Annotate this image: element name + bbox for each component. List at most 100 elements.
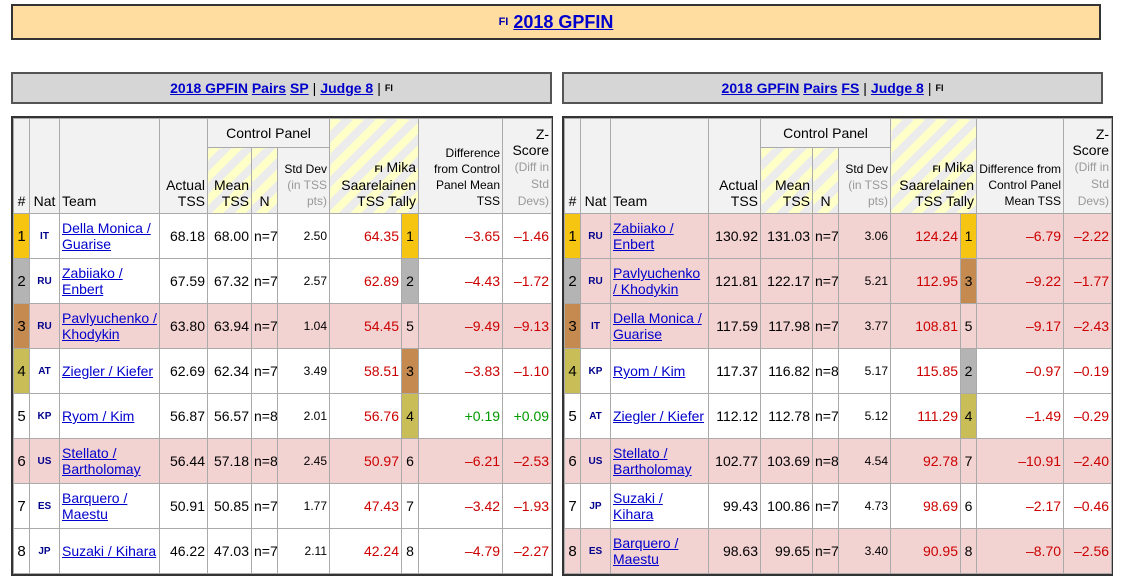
actual-tss-cell: 46.22 — [159, 528, 208, 574]
col-n: N — [812, 147, 839, 214]
n-cell: n=7 — [251, 348, 278, 394]
event-link[interactable]: 2018 GPFIN — [721, 80, 800, 96]
judge-tss-cell: 62.89 — [329, 258, 403, 304]
nat-cell: RU — [29, 303, 60, 349]
sp-rows: 1 IT Della Monica / Guarise 68.18 68.00 n=7 2.… — [13, 213, 553, 574]
difference-cell: –2.17 — [976, 483, 1065, 529]
category-link[interactable]: Pairs — [251, 80, 287, 96]
std-dev-cell: 4.73 — [837, 483, 892, 529]
team-link[interactable]: Suzaki / Kihara — [613, 490, 663, 522]
judge-rank-cell: 7 — [960, 438, 978, 484]
nat-cell: RU — [580, 213, 611, 259]
judge-tss-cell: 90.95 — [890, 528, 962, 574]
table-row: 3 IT Della Monica / Guarise 117.59 117.98 n=7… — [564, 303, 1113, 349]
mean-tss-cell: 122.17 — [760, 258, 813, 304]
col-control-panel: Control Panel — [206, 118, 331, 148]
nat-cell: KP — [580, 348, 611, 394]
team-cell: Ziegler / Kiefer — [610, 393, 709, 439]
zscore-label: Z-Score — [1072, 126, 1110, 158]
rank-cell: 3 — [564, 303, 581, 349]
judge-rank-cell: 5 — [401, 303, 420, 349]
nat-cell: AT — [29, 348, 60, 394]
event-title-link[interactable]: 2018 GPFIN — [513, 11, 614, 32]
team-link[interactable]: Ryom / Kim — [613, 363, 686, 379]
mean-tss-cell: 112.78 — [760, 393, 813, 439]
rank-cell: 4 — [564, 348, 581, 394]
judge-rank-cell: 3 — [960, 258, 978, 304]
n-cell: n=7 — [251, 528, 278, 574]
team-link[interactable]: Suzaki / Kihara — [62, 543, 157, 559]
team-link[interactable]: Pavlyuchenko / Khodykin — [613, 265, 701, 297]
col-n: N — [251, 147, 278, 214]
rank-cell: 5 — [564, 393, 581, 439]
team-link[interactable]: Stellato / Bartholomay — [62, 445, 141, 477]
table-row: 7 JP Suzaki / Kihara 99.43 100.86 n=7 4.73 98.6… — [564, 483, 1113, 529]
team-link[interactable]: Barquero / Maestu — [62, 490, 128, 522]
team-link[interactable]: Della Monica / Guarise — [62, 220, 151, 252]
n-cell: n=7 — [812, 528, 839, 574]
mean-tss-cell: 56.57 — [207, 393, 252, 439]
team-link[interactable]: Pavlyuchenko / Khodykin — [62, 310, 157, 342]
rank-cell: 6 — [13, 438, 30, 484]
sp-section-header: 2018 GPFIN Pairs SP | Judge 8 | FI — [11, 72, 552, 104]
difference-cell: –1.49 — [976, 393, 1065, 439]
mean-tss-cell: 50.85 — [207, 483, 252, 529]
rank-cell: 1 — [13, 213, 30, 259]
team-cell: Ziegler / Kiefer — [59, 348, 160, 394]
team-link[interactable]: Zabiiako / Enbert — [62, 265, 123, 297]
team-cell: Della Monica / Guarise — [610, 303, 709, 349]
team-link[interactable]: Zabiiako / Enbert — [613, 220, 674, 252]
rank-cell: 1 — [564, 213, 581, 259]
std-dev-cell: 3.77 — [837, 303, 892, 349]
sp-results-table: # Nat Team Actual TSS Control Panel FI M… — [13, 118, 553, 574]
judge-tss-cell: 112.95 — [890, 258, 962, 304]
table-row: 1 IT Della Monica / Guarise 68.18 68.00 n=7 2.… — [13, 213, 553, 259]
actual-tss-cell: 50.91 — [159, 483, 208, 529]
judge-link[interactable]: Judge 8 — [320, 80, 374, 96]
difference-cell: –9.49 — [418, 303, 504, 349]
flag-icon: FI — [374, 164, 383, 174]
difference-cell: –8.70 — [976, 528, 1065, 574]
std-dev-cell: 2.50 — [276, 213, 331, 259]
col-difference: Difference from Control Panel Mean TSS — [976, 118, 1065, 214]
difference-cell: –10.91 — [976, 438, 1065, 484]
actual-tss-cell: 117.59 — [708, 303, 761, 349]
judge-link[interactable]: Judge 8 — [870, 80, 924, 96]
segment-link[interactable]: SP — [289, 80, 309, 96]
judge-tss-cell: 56.76 — [329, 393, 403, 439]
judge-tss-cell: 111.29 — [890, 393, 962, 439]
judge-rank-cell: 1 — [401, 213, 420, 259]
separator: | — [377, 80, 381, 96]
team-link[interactable]: Della Monica / Guarise — [613, 310, 702, 342]
col-rank: # — [13, 118, 30, 214]
actual-tss-cell: 102.77 — [708, 438, 761, 484]
team-link[interactable]: Ryom / Kim — [62, 408, 135, 424]
table-row: 2 RU Zabiiako / Enbert 67.59 67.32 n=7 2.57 62.… — [13, 258, 553, 304]
std-dev-cell: 4.54 — [837, 438, 892, 484]
zscore-cell: –1.10 — [502, 348, 553, 394]
flag-icon: FI — [935, 83, 944, 93]
zscore-cell: +0.09 — [502, 393, 553, 439]
team-link[interactable]: Ziegler / Kiefer — [62, 363, 154, 379]
col-actual-tss: Actual TSS — [159, 118, 208, 214]
category-link[interactable]: Pairs — [803, 80, 838, 96]
n-cell: n=7 — [251, 483, 278, 529]
team-link[interactable]: Ziegler / Kiefer — [613, 408, 705, 424]
mean-tss-cell: 103.69 — [760, 438, 813, 484]
event-link[interactable]: 2018 GPFIN — [170, 80, 248, 96]
judge-rank-cell: 5 — [960, 303, 978, 349]
segment-link[interactable]: FS — [841, 80, 860, 96]
zscore-cell: –0.19 — [1063, 348, 1113, 394]
zscore-cell: –1.93 — [502, 483, 553, 529]
team-link[interactable]: Barquero / Maestu — [613, 535, 679, 567]
table-row: 3 RU Pavlyuchenko / Khodykin 63.80 63.94 n=7 1… — [13, 303, 553, 349]
rank-cell: 3 — [13, 303, 30, 349]
n-cell: n=8 — [251, 438, 278, 484]
n-cell: n=8 — [812, 348, 839, 394]
col-difference: Difference from Control Panel Mean TSS — [418, 118, 504, 214]
team-cell: Stellato / Bartholomay — [610, 438, 709, 484]
std-dev-cell: 5.17 — [837, 348, 892, 394]
team-link[interactable]: Stellato / Bartholomay — [613, 445, 692, 477]
team-cell: Stellato / Bartholomay — [59, 438, 160, 484]
team-cell: Ryom / Kim — [610, 348, 709, 394]
